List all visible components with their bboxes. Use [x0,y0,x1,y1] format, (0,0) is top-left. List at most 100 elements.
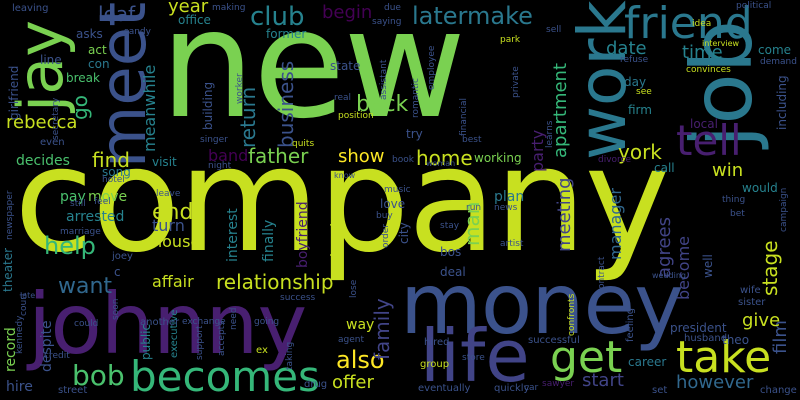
word-well: well [701,254,715,278]
word-begin: begin [322,2,373,23]
word-wife: wife [740,285,761,296]
word-drug: drug [304,379,328,390]
word-theater: theater [1,247,15,292]
word-pay: pay [60,189,86,205]
word-get: get [550,332,623,383]
word-con: con [88,57,110,71]
word-decides: decides [16,153,70,169]
word-try: try [406,127,423,141]
word-help: help [44,232,96,260]
word-deal: deal [440,265,466,279]
word-leave: leave [156,189,181,199]
word-park: park [500,35,521,45]
word-business: business [274,60,298,148]
word-romantic: romantic [411,78,421,118]
word-quits: quits [292,139,315,149]
word-turn: turn [152,216,185,235]
word-exchange: exchange [182,317,226,327]
word-friend: friend [624,0,753,49]
word-meanwhile: meanwhile [140,64,159,152]
word-lose: lose [349,279,359,298]
word-hotel: hotel [102,175,125,185]
word-private: private [511,66,521,98]
word-love: love [380,197,406,211]
word-york: york [618,140,662,164]
word-success: success [280,293,316,303]
word-change: change [760,385,797,396]
word-plan: plan [494,189,525,205]
word-confronts: confronts [567,293,577,336]
word-see: see [636,87,652,97]
word-theo: theo [722,333,750,347]
word-feel: feel [94,197,111,207]
word-meeting: meeting [554,177,575,252]
word-agent: agent [338,335,364,345]
word-date: date [606,38,647,59]
word-kennedy: kennedy [15,315,25,354]
word-secretary: secretary [51,97,61,140]
word-latermake: latermake [412,2,533,30]
word-know: know [334,171,356,180]
word-line: line [40,53,62,67]
word-however: however [676,372,754,393]
word-company: company [14,116,670,285]
word-sister: sister [738,297,766,308]
word-money: money [400,255,684,353]
word-working: working [474,151,522,165]
word-becomes: becomes [130,352,320,400]
word-newspaper: newspaper [5,190,15,240]
word-year: year [168,0,209,17]
word-party: party [528,129,547,172]
word-club: club [250,2,305,32]
word-support: support [195,325,205,360]
word-father: father [248,144,309,168]
word-thing: thing [722,195,746,205]
word-financial: financial [459,97,469,136]
word-office: office [178,13,211,27]
word-convinces: convinces [686,65,731,75]
word-relationship: relationship [216,270,334,294]
word-visit: visit [152,155,177,169]
word-hired: hired [424,337,450,348]
word-real: real [334,93,352,103]
word-could: could [74,319,99,329]
word-agrees: agrees [654,217,675,278]
word-public: public [139,323,153,360]
word-affair: affair [152,272,194,291]
word-credit: credit [44,351,70,361]
word-car: car [524,383,539,393]
word-way: way [346,317,375,333]
word-sell: sell [546,25,562,35]
word-asks: asks [76,27,103,41]
word-break: break [66,71,100,85]
word-tell: tell [676,116,742,165]
word-want: want [58,274,113,299]
word-soon: soon [111,298,121,320]
word-leaving: leaving [12,3,49,14]
word-day: day [624,75,647,89]
word-night: night [208,161,232,171]
word-quickly: quickly [494,383,530,394]
word-start: start [582,370,624,391]
word-interview: interview [702,39,740,48]
word-local: local [690,117,718,131]
word-bos: bos [440,245,462,259]
word-worker: worker [235,73,245,104]
word-divorce: divorce [598,155,632,165]
word-successful: successful [528,335,580,346]
word-show: show [338,146,385,167]
word-order: order [381,224,391,248]
word-music: music [384,185,411,195]
word-city: city [397,222,411,244]
word-hire: hire [6,379,33,395]
word-interest: interest [225,208,241,262]
word-house: house [152,232,201,251]
word-including: including [775,75,789,130]
word-take: take [676,332,772,383]
word-time: time [682,42,723,63]
word-refuse: refuse [620,55,649,65]
word-leaf: leaf [98,2,136,26]
word-still: still [70,199,86,209]
word-home: home [416,146,473,170]
word-stay: stay [440,221,460,231]
